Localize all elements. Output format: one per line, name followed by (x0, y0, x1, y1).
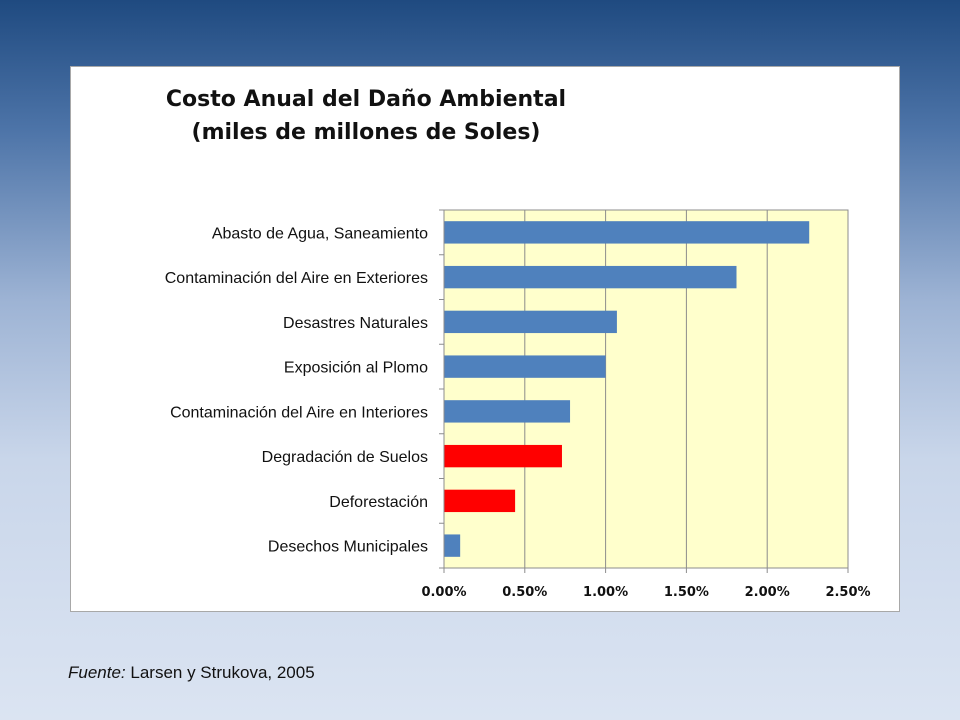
x-tick-label: 2.50% (825, 585, 870, 600)
bar (444, 534, 461, 557)
chart-title: Costo Anual del Daño Ambiental (165, 87, 567, 112)
category-label: Desechos Municipales (268, 539, 428, 556)
chart-title-block: Costo Anual del Daño Ambiental (miles de… (71, 83, 661, 149)
category-label: Desastres Naturales (283, 315, 428, 332)
x-tick-label: 1.00% (583, 585, 628, 600)
chart-subtitle: (miles de millones de Soles) (191, 120, 541, 145)
bar (444, 355, 606, 378)
category-label: Abasto de Agua, Saneamiento (212, 225, 428, 242)
bar (444, 489, 516, 513)
category-label: Contaminación del Aire en Exteriores (165, 270, 428, 287)
bar (444, 221, 810, 244)
category-label: Contaminación del Aire en Interiores (170, 404, 428, 421)
x-tick-label: 0.00% (421, 585, 466, 600)
bar (444, 265, 737, 289)
x-tick-label: 1.50% (664, 585, 709, 600)
bar (444, 310, 617, 334)
source-citation: Fuente: Larsen y Strukova, 2005 (68, 663, 315, 683)
bar-chart: 0.00% 0.50% 1.00% 1.50% 2.00% 2.50% Abasto de … (165, 209, 871, 600)
source-label: Fuente: (68, 663, 126, 682)
bar (444, 444, 562, 468)
chart-panel: Costo Anual del Daño Ambiental (miles de… (70, 66, 900, 612)
plot-border (443, 209, 849, 569)
category-label: Degradación de Suelos (262, 449, 428, 466)
x-tick-label: 0.50% (502, 585, 547, 600)
category-label: Deforestación (329, 494, 428, 511)
plot-area (444, 210, 848, 568)
x-tick-label: 2.00% (745, 585, 790, 600)
source-text: Larsen y Strukova, 2005 (125, 663, 315, 682)
bar (444, 400, 571, 423)
category-label: Exposición al Plomo (284, 360, 428, 377)
